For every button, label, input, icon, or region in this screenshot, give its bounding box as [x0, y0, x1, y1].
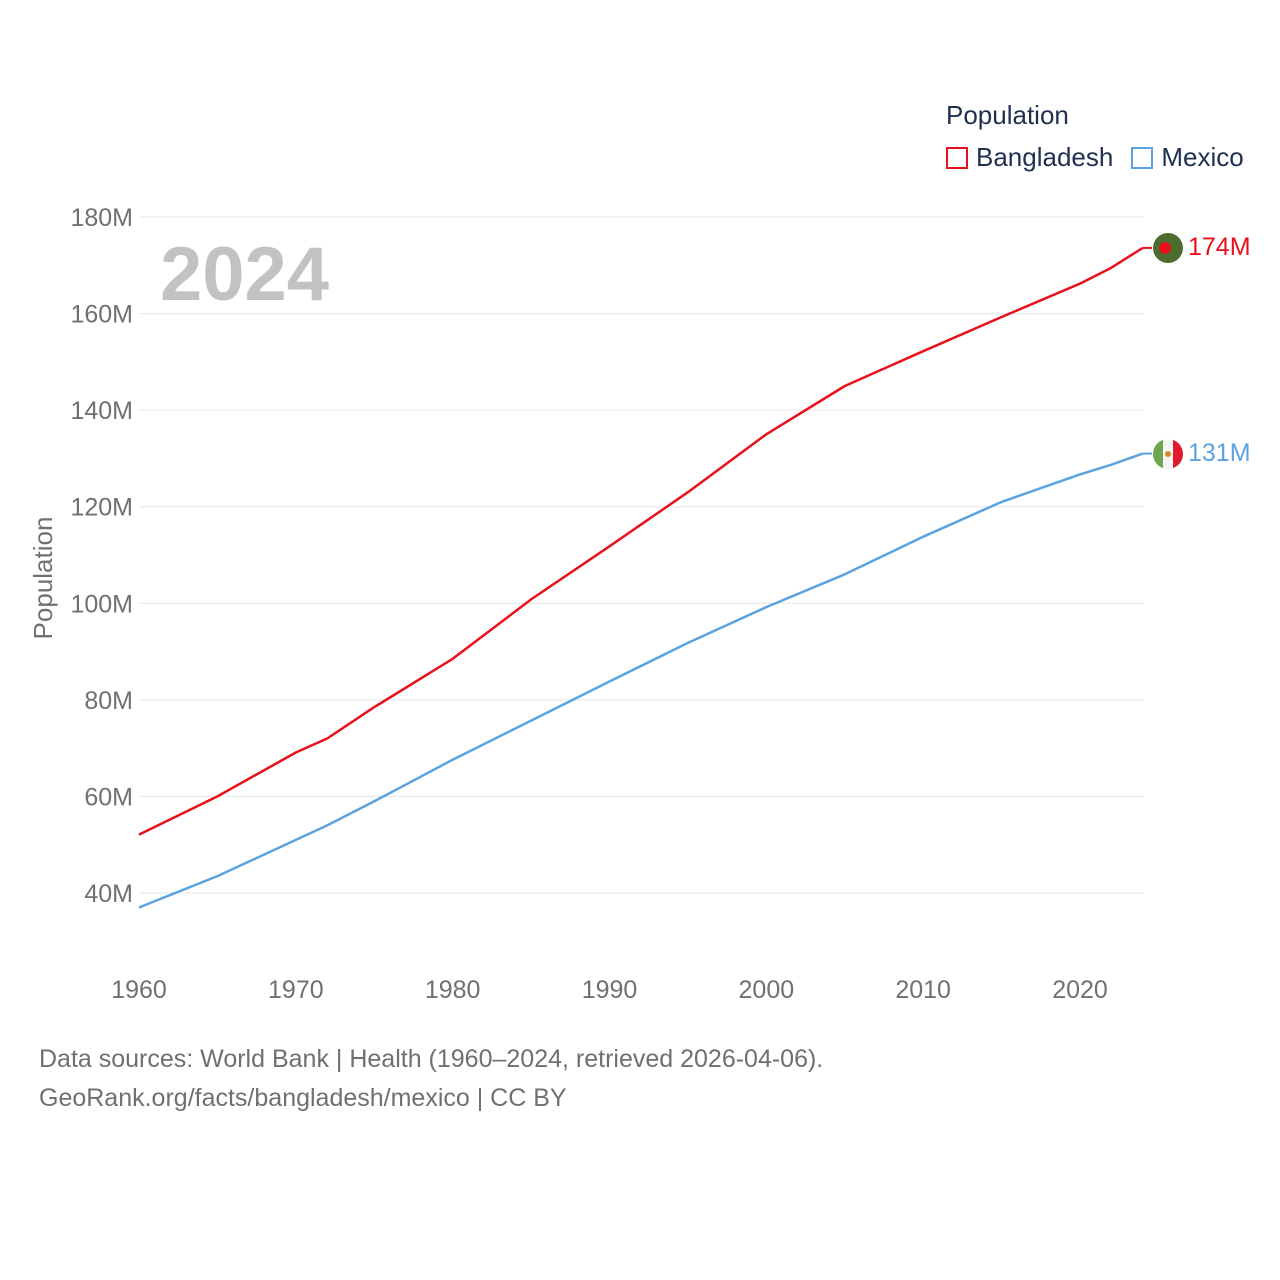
- bangladesh-flag-icon: [1153, 233, 1183, 263]
- mexico-flag-icon: [1153, 439, 1183, 469]
- x-tick-label: 1980: [425, 976, 481, 1004]
- mexico-end-label: 131M: [1188, 439, 1251, 467]
- legend-label-mexico: Mexico: [1161, 142, 1244, 172]
- legend-item-bangladesh[interactable]: Bangladesh: [946, 142, 1113, 173]
- legend-item-mexico[interactable]: Mexico: [1131, 142, 1244, 173]
- y-tick-labels: 40M 60M 80M 100M 120M 140M 160M 180M: [70, 204, 133, 908]
- y-tick-label: 60M: [84, 783, 133, 811]
- y-axis-label: Population: [28, 517, 58, 640]
- x-tick-label: 2000: [739, 976, 795, 1004]
- y-tick-label: 100M: [70, 590, 133, 618]
- legend-swatch-mexico: [1131, 146, 1154, 169]
- footer-sources: Data sources: World Bank | Health (1960–…: [39, 1045, 824, 1073]
- legend-swatch-bangladesh: [946, 146, 968, 169]
- x-tick-label: 2020: [1052, 976, 1108, 1004]
- y-tick-label: 140M: [70, 397, 133, 425]
- x-tick-label: 1960: [111, 976, 167, 1004]
- x-tick-label: 1970: [268, 976, 324, 1004]
- bangladesh-end-label: 174M: [1188, 233, 1251, 261]
- footer-link[interactable]: GeoRank.org/facts/bangladesh/mexico | CC…: [39, 1084, 567, 1112]
- y-tick-label: 180M: [70, 204, 133, 232]
- legend: Bangladesh Mexico: [946, 142, 1262, 173]
- series-line-bangladesh: [138, 246, 1144, 836]
- year-watermark: 2024: [160, 232, 329, 317]
- x-tick-labels: 1960 1970 1980 1990 2000 2010 2020: [111, 976, 1108, 1004]
- y-tick-label: 80M: [84, 687, 133, 715]
- y-tick-label: 160M: [70, 301, 133, 329]
- grid-lines: [139, 216, 1144, 894]
- y-tick-label: 120M: [70, 494, 133, 522]
- legend-title: Population: [946, 100, 1069, 130]
- series-lines: [138, 246, 1152, 909]
- series-line-mexico: [138, 452, 1144, 909]
- y-tick-label: 40M: [84, 880, 133, 908]
- legend-label-bangladesh: Bangladesh: [976, 142, 1114, 172]
- x-tick-label: 1990: [582, 976, 638, 1004]
- x-tick-label: 2010: [895, 976, 951, 1004]
